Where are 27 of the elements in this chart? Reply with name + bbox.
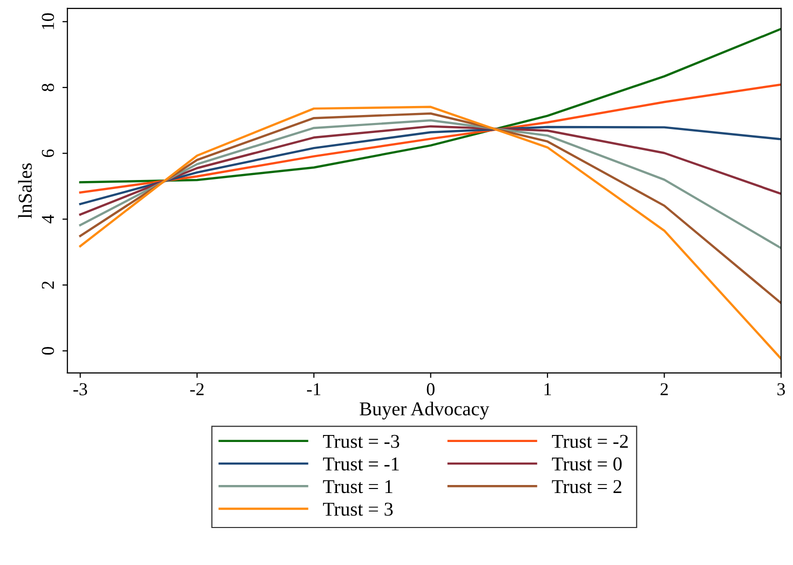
- y-tick-label: 8: [42, 84, 54, 92]
- legend-label: Trust = -2: [552, 434, 628, 448]
- y-tick-label: 0: [42, 347, 54, 355]
- y-tick-label: 10: [42, 13, 54, 30]
- line-series: [79, 112, 782, 304]
- x-tick-label: -1: [307, 383, 320, 396]
- x-axis-title: Buyer Advocacy: [360, 402, 490, 420]
- y-tick-label: 2: [42, 281, 54, 289]
- legend-label: Trust = 1: [323, 480, 392, 494]
- line-series: [79, 28, 782, 184]
- x-tick-label: -3: [73, 383, 88, 396]
- legend-label: Trust = 2: [552, 480, 622, 494]
- x-tick-label: -2: [190, 383, 204, 396]
- x-tick-label: 2: [660, 383, 668, 396]
- y-tick-label: 4: [42, 214, 54, 224]
- y-tick-label: 6: [42, 149, 54, 158]
- x-tick-label: 1: [544, 383, 551, 396]
- x-tick-label: 0: [426, 383, 435, 396]
- y-axis-title: lnSales: [18, 163, 32, 218]
- legend-label: Trust = -3: [323, 434, 400, 448]
- legend-label: Trust = 3: [323, 502, 393, 516]
- line-series: [79, 106, 782, 360]
- line-series: [79, 83, 782, 194]
- line-series: [79, 119, 782, 250]
- x-tick-label: 3: [777, 383, 785, 396]
- legend-label: Trust = -1: [323, 458, 399, 471]
- legend-label: Trust = 0: [552, 457, 622, 471]
